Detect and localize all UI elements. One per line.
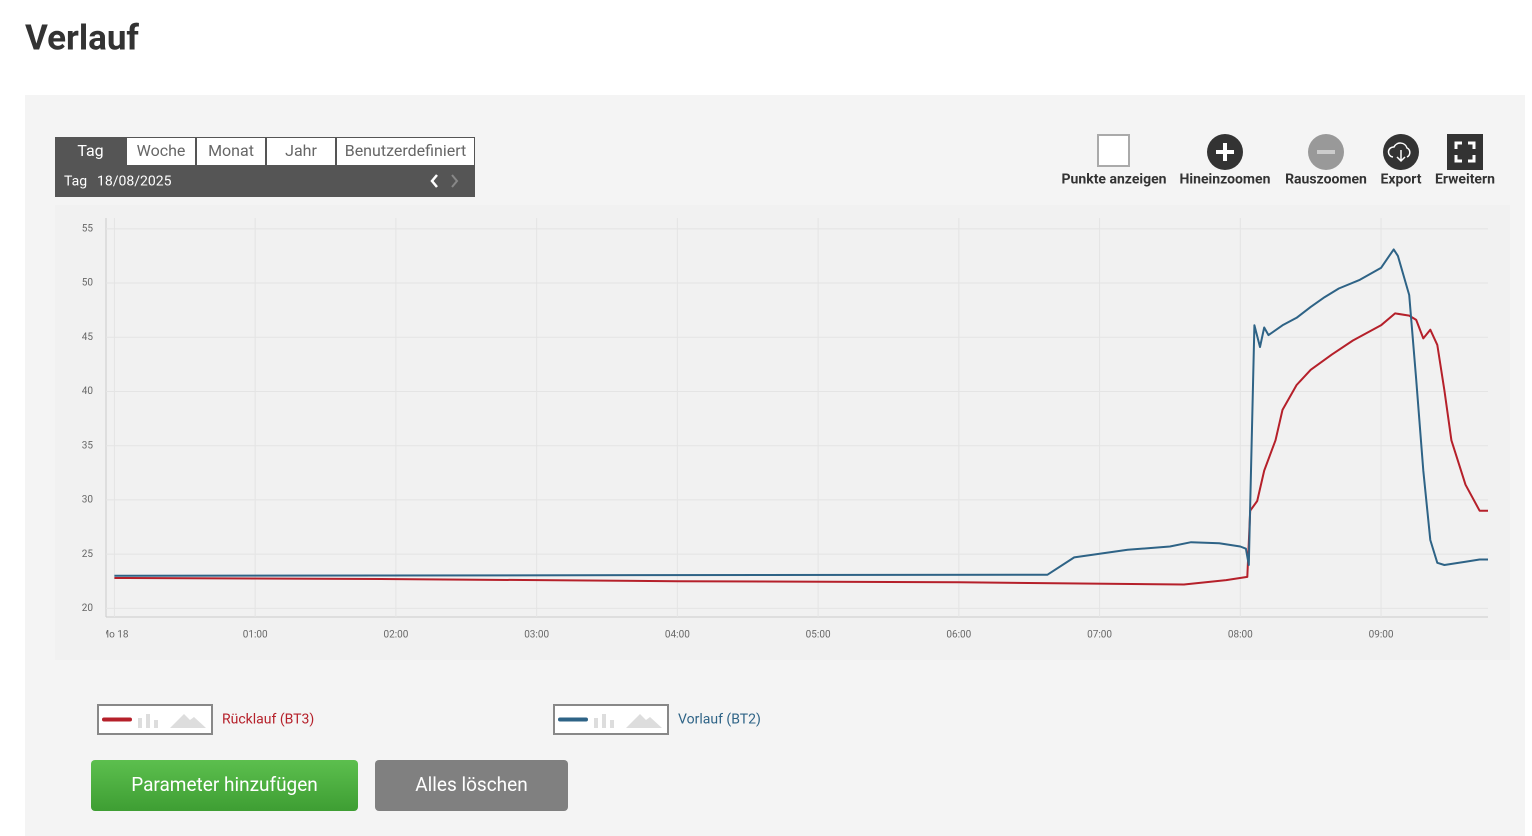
series-line xyxy=(114,248,1488,577)
tab[interactable] xyxy=(266,137,336,166)
legend-label[interactable]: Rücklauf (BT3) xyxy=(222,712,314,728)
series-line xyxy=(114,312,1488,586)
tool-label[interactable]: Rauszoomen xyxy=(1285,172,1367,188)
x-tick-label: 06:00 xyxy=(946,630,971,641)
x-tick-label: 04:00 xyxy=(665,630,690,641)
legend-icon xyxy=(610,720,614,728)
prev-arrow[interactable] xyxy=(430,174,438,188)
export-icon[interactable] xyxy=(1383,134,1419,170)
x-tick-label: 05:00 xyxy=(806,630,831,641)
page-title: Verlauf xyxy=(25,17,139,58)
add-button[interactable] xyxy=(91,760,358,811)
clear-button[interactable] xyxy=(375,760,568,811)
x-tick-label: 03:00 xyxy=(524,630,549,641)
tool-label[interactable]: Punkte anzeigen xyxy=(1062,172,1167,188)
legend: Rücklauf (BT3) Vorlauf (BT2) xyxy=(97,704,761,735)
legend-icon xyxy=(146,714,150,728)
y-tick-label: 25 xyxy=(82,549,94,560)
period-label: Tag xyxy=(64,174,87,190)
tab[interactable] xyxy=(126,137,196,166)
add-button-label[interactable]: Parameter hinzufügen xyxy=(131,773,318,796)
tab-label[interactable]: Monat xyxy=(208,141,254,160)
x-tick-label: 09:00 xyxy=(1369,630,1394,641)
tab-label[interactable]: Benutzerdefiniert xyxy=(345,141,467,160)
x-tick-label: 01:00 xyxy=(243,630,268,641)
zoom-out-icon[interactable] xyxy=(1308,134,1344,170)
period-date: 18/08/2025 xyxy=(97,174,172,190)
tab[interactable] xyxy=(55,137,126,166)
x-tick-label: 08:00 xyxy=(1228,630,1253,641)
legend-icon xyxy=(602,714,606,728)
x-axis: Mo 18 01:00 02:00 03:00 04:00 05:00 06:00 07:00… xyxy=(100,630,1394,641)
legend-icon xyxy=(138,718,142,728)
tab-label[interactable]: Jahr xyxy=(285,141,317,160)
x-tick-label: 07:00 xyxy=(1087,630,1112,641)
tool-label[interactable]: Export xyxy=(1381,172,1422,188)
tab[interactable] xyxy=(196,137,266,166)
toolbar: Punkte anzeigen Hineinzoomen Rauszoomen Exp… xyxy=(1062,172,1496,188)
x-tick-label: 02:00 xyxy=(383,630,408,641)
y-tick-label: 50 xyxy=(82,278,94,289)
y-tick-label: 35 xyxy=(82,440,94,451)
zoom-in-icon[interactable] xyxy=(1207,134,1243,170)
legend-icon xyxy=(594,718,598,728)
clear-button-label[interactable]: Alles löschen xyxy=(415,773,527,796)
y-tick-label: 30 xyxy=(82,495,94,506)
plot xyxy=(114,248,1488,586)
chart-area xyxy=(55,205,1510,660)
tool-label[interactable]: Hineinzoomen xyxy=(1180,172,1271,188)
tab-label[interactable]: Woche xyxy=(137,141,186,160)
y-tick-label: 45 xyxy=(82,332,94,343)
y-tick-label: 20 xyxy=(82,603,94,614)
tab-bar: Tag Woche Monat Jahr Benutzerdefiniert xyxy=(55,137,475,197)
legend-icon xyxy=(170,714,206,728)
tool-label[interactable]: Erweitern xyxy=(1435,172,1495,188)
legend-label[interactable]: Vorlauf (BT2) xyxy=(678,712,761,728)
next-arrow xyxy=(451,174,459,188)
legend-icon xyxy=(626,714,662,728)
x-tick-label: Mo 18 xyxy=(100,630,129,641)
tab[interactable] xyxy=(336,137,475,166)
tab-label[interactable]: Tag xyxy=(77,141,103,160)
legend-icon xyxy=(154,720,158,728)
y-tick-label: 55 xyxy=(82,223,94,234)
y-tick-label: 40 xyxy=(82,386,94,397)
points-checkbox[interactable] xyxy=(1097,134,1130,167)
expand-icon[interactable] xyxy=(1447,134,1483,170)
